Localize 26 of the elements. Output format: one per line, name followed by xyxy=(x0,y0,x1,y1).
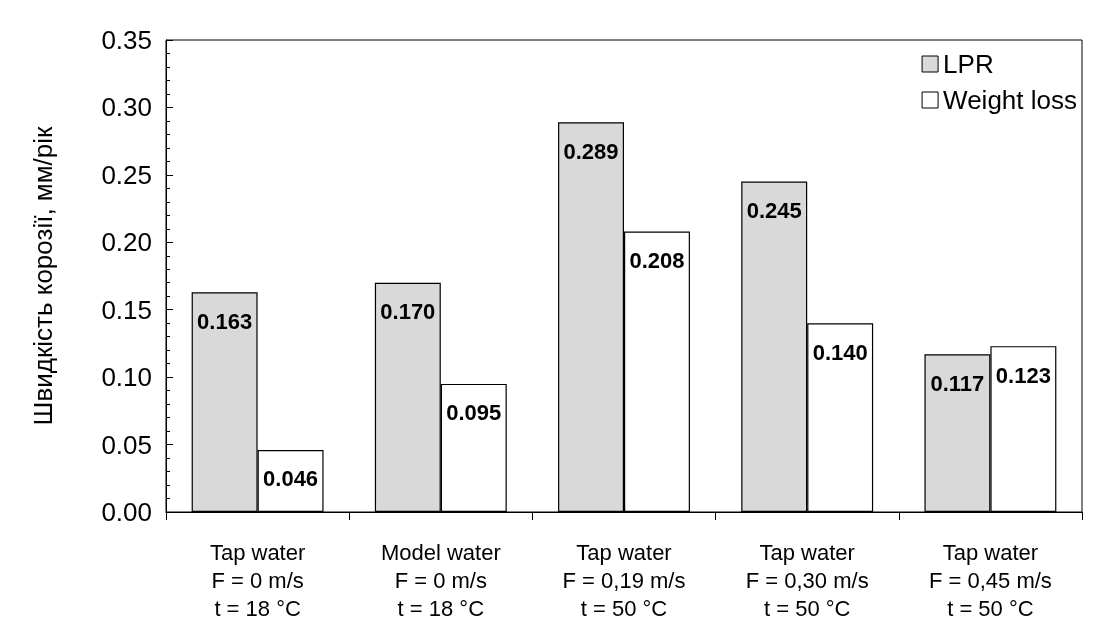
y-tick-label: 0.25 xyxy=(101,159,152,190)
y-tick-label: 0.15 xyxy=(101,294,152,325)
data-label: 0.289 xyxy=(563,138,619,164)
data-label: 0.140 xyxy=(812,339,868,365)
data-label: 0.163 xyxy=(197,308,253,334)
data-label: 0.046 xyxy=(263,466,319,492)
x-tick-label: Tap water F = 0,19 m/s t = 50 °C xyxy=(562,539,686,621)
data-label: 0.208 xyxy=(629,248,685,273)
data-label: 0.170 xyxy=(380,299,436,325)
legend-label: LPR xyxy=(943,49,994,79)
data-label: 0.095 xyxy=(446,400,502,426)
y-tick-label: 0.20 xyxy=(101,227,152,258)
legend-label: Weight loss xyxy=(943,85,1078,115)
x-tick-label: Tap water F = 0,30 m/s t = 50 °C xyxy=(745,539,869,621)
y-tick-label: 0.30 xyxy=(101,92,152,123)
x-tick-label: Tap water F = 0,45 m/s t = 50 °C xyxy=(928,539,1052,621)
data-label: 0.117 xyxy=(930,370,985,396)
y-axis-title: Швидкість корозії, мм/рік xyxy=(28,125,58,426)
data-label: 0.123 xyxy=(995,362,1051,388)
y-tick-label: 0.00 xyxy=(101,497,152,527)
y-tick-label: 0.10 xyxy=(101,362,152,393)
data-label: 0.245 xyxy=(746,198,802,224)
y-tick-label: 0.05 xyxy=(101,429,152,460)
x-tick-label: Tap water F = 0 m/s t = 18 °C xyxy=(209,539,306,621)
x-tick-label: Model water F = 0 m/s t = 18 °C xyxy=(380,539,501,621)
y-tick-label: 0.35 xyxy=(101,25,152,55)
